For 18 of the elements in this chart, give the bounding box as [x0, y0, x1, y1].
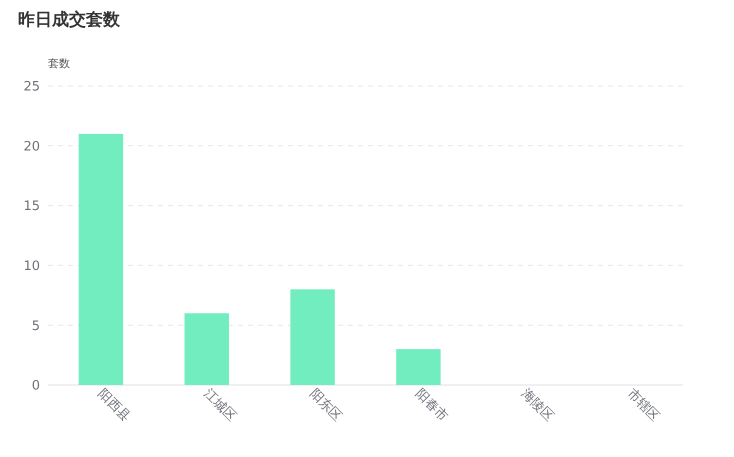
x-tick-label: 江城区	[200, 386, 239, 425]
y-tick-label: 5	[32, 318, 40, 334]
y-axis-title: 套数	[48, 57, 70, 70]
x-tick-label: 阳东区	[306, 386, 345, 425]
bar	[396, 349, 441, 385]
x-tick-label: 市辖区	[624, 386, 662, 425]
y-tick-label: 0	[32, 378, 40, 394]
y-tick-label: 10	[23, 258, 40, 274]
bar	[184, 313, 229, 385]
x-tick-label: 阳春市	[412, 386, 451, 425]
bar	[78, 134, 124, 385]
chart-title: 昨日成交套数	[18, 10, 121, 30]
x-tick-label: 阳西县	[94, 386, 134, 425]
y-tick-label: 20	[23, 139, 40, 154]
bar	[290, 289, 335, 385]
x-tick-label: 海陵区	[518, 386, 556, 425]
y-tick-label: 15	[23, 199, 40, 214]
y-tick-label: 25	[23, 80, 40, 95]
